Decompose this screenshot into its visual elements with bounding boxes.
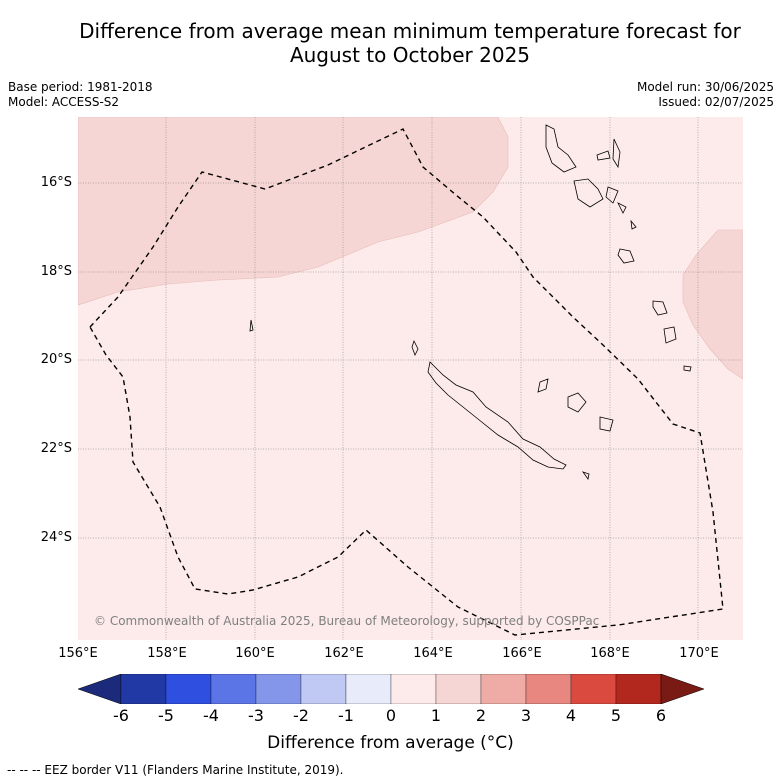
colorbar-tick-label: 0 bbox=[385, 706, 397, 725]
colorbar-segment bbox=[615, 674, 662, 704]
forecast-map[interactable] bbox=[78, 117, 743, 640]
colorbar-extend-low bbox=[78, 674, 122, 704]
lon-label: 158°E bbox=[147, 646, 187, 661]
title-line-2: August to October 2025 bbox=[289, 43, 531, 67]
colorbar-segment bbox=[480, 674, 527, 704]
metadata-left: Base period: 1981-2018 Model: ACCESS-S2 bbox=[8, 80, 153, 110]
copyright-notice: © Commonwealth of Australia 2025, Bureau… bbox=[94, 614, 600, 628]
colorbar-segment bbox=[525, 674, 572, 704]
lon-label: 168°E bbox=[590, 646, 630, 661]
colorbar-label: Difference from average (°C) bbox=[267, 733, 514, 753]
vanuatu-islands bbox=[545, 124, 577, 173]
title-line-1: Difference from average mean minimum tem… bbox=[79, 19, 741, 43]
colorbar-tick-label: -6 bbox=[113, 706, 129, 725]
lat-label: 24°S bbox=[40, 530, 72, 545]
lat-label: 18°S bbox=[40, 264, 72, 279]
colorbar-tick-label: 4 bbox=[565, 706, 577, 725]
model-run: Model run: 30/06/2025 bbox=[636, 80, 774, 94]
colorbar-segment bbox=[435, 674, 482, 704]
colorbar-tick-label: -4 bbox=[203, 706, 219, 725]
colorbar-tick-label: 2 bbox=[475, 706, 487, 725]
lat-label: 20°S bbox=[40, 352, 72, 367]
colorbar bbox=[78, 674, 704, 704]
colorbar-tick-label: -2 bbox=[293, 706, 309, 725]
colorbar-segment bbox=[570, 674, 617, 704]
lon-label: 164°E bbox=[413, 646, 453, 661]
eez-border bbox=[89, 128, 724, 636]
colorbar-tick-label: -1 bbox=[338, 706, 354, 725]
colorbar-tick-label: 5 bbox=[610, 706, 622, 725]
colorbar-tick-label: 3 bbox=[520, 706, 532, 725]
lon-label: 156°E bbox=[58, 646, 98, 661]
new-caledonia-mainland bbox=[427, 361, 567, 470]
lon-label: 170°E bbox=[679, 646, 719, 661]
warm-anomaly-region-west bbox=[78, 117, 509, 306]
metadata-right: Model run: 30/06/2025 Issued: 02/07/2025 bbox=[637, 80, 774, 110]
lon-label: 166°E bbox=[502, 646, 542, 661]
coastlines bbox=[249, 124, 692, 480]
colorbar-segment bbox=[390, 674, 437, 704]
colorbar-segment bbox=[210, 674, 257, 704]
chart-title: Difference from average mean minimum tem… bbox=[0, 19, 781, 67]
colorbar-tick-label: -3 bbox=[248, 706, 264, 725]
colorbar-extend-high bbox=[660, 674, 704, 704]
issued-date: Issued: 02/07/2025 bbox=[658, 95, 774, 109]
eez-legend-note: -- -- -- EEZ border V11 (Flanders Marine… bbox=[7, 763, 344, 777]
colorbar-segment bbox=[165, 674, 212, 704]
lon-label: 162°E bbox=[324, 646, 364, 661]
colorbar-segment bbox=[255, 674, 302, 704]
colorbar-tick-label: -5 bbox=[158, 706, 174, 725]
colorbar-segment bbox=[300, 674, 347, 704]
lon-label: 160°E bbox=[235, 646, 275, 661]
model-name: Model: ACCESS-S2 bbox=[8, 95, 120, 109]
base-period: Base period: 1981-2018 bbox=[8, 80, 153, 94]
lat-label: 22°S bbox=[40, 441, 72, 456]
colorbar-segment bbox=[120, 674, 167, 704]
lat-label: 16°S bbox=[40, 175, 72, 190]
colorbar-tick-label: 1 bbox=[430, 706, 442, 725]
colorbar-segment bbox=[345, 674, 392, 704]
colorbar-tick-label: 6 bbox=[655, 706, 667, 725]
